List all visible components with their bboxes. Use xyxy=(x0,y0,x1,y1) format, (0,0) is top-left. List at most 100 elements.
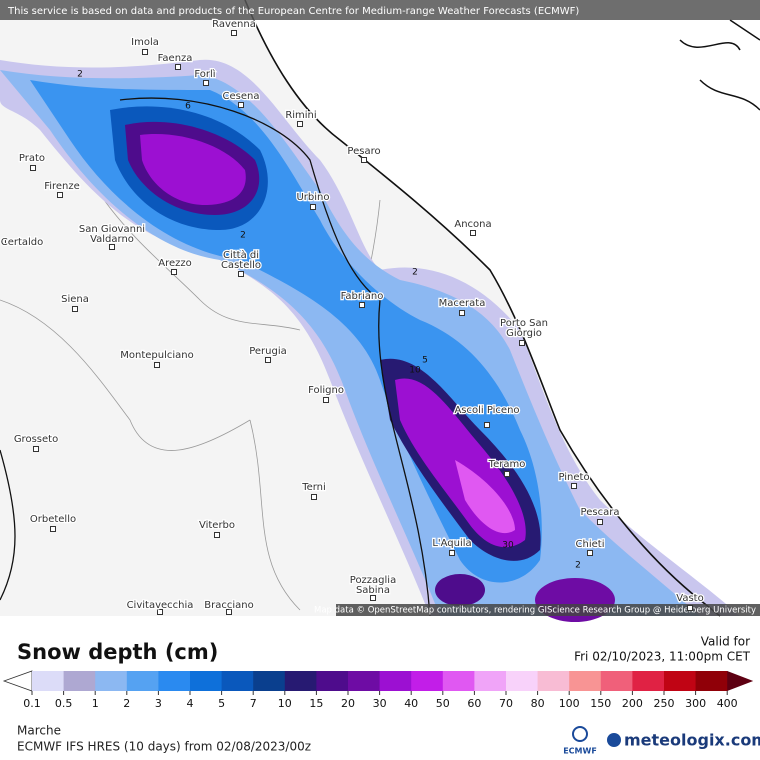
legend-swatch xyxy=(474,671,507,691)
contour-label: 30 xyxy=(502,541,514,551)
city-label: Pineto xyxy=(558,472,589,483)
city-label: Viterbo xyxy=(199,520,235,531)
legend-swatch xyxy=(221,671,254,691)
city-dot xyxy=(142,49,148,55)
legend-swatch xyxy=(190,671,223,691)
legend-swatch xyxy=(600,671,633,691)
city-label: Porto San Giorgio xyxy=(500,318,548,339)
city-dot xyxy=(238,102,244,108)
notice-bar xyxy=(0,0,760,20)
legend-swatch xyxy=(442,671,475,691)
contour-label: 2 xyxy=(77,70,83,80)
city-dot xyxy=(72,306,78,312)
city-dot xyxy=(311,494,317,500)
legend-label: 2 xyxy=(123,697,130,710)
croatia-coast xyxy=(679,19,760,111)
ecmwf: ECMWF xyxy=(563,747,597,756)
contour-label: 2 xyxy=(240,231,246,241)
city-dot xyxy=(370,595,376,601)
city-label: Terni xyxy=(301,482,326,493)
city-dot xyxy=(297,121,303,127)
attribution: Map data © OpenStreetMap contributors, r… xyxy=(314,606,756,616)
city-label: Foligno xyxy=(308,385,344,396)
city-dot xyxy=(687,605,693,611)
ecmwf-logo xyxy=(572,726,588,742)
legend-label: 10 xyxy=(278,697,292,710)
city-dot xyxy=(519,340,525,346)
contour-label: 6 xyxy=(185,102,191,112)
legend-label: 4 xyxy=(187,697,194,710)
city-dot xyxy=(50,526,56,532)
city-label: Vasto xyxy=(676,593,703,604)
city-label: Pesaro xyxy=(347,146,380,157)
legend-swatch xyxy=(253,671,286,691)
city-dot xyxy=(214,532,220,538)
snow xyxy=(0,59,740,622)
city-dot xyxy=(310,204,316,210)
city-label: Teramo xyxy=(488,459,526,470)
city-label: Faenza xyxy=(158,53,193,64)
city-label: Chieti xyxy=(576,539,605,550)
legend-label: 3 xyxy=(155,697,162,710)
city-label: San Giovanni Valdarno xyxy=(79,224,145,245)
city-dot xyxy=(459,310,465,316)
city-dot xyxy=(30,165,36,171)
map: This service is based on data and produc… xyxy=(0,0,760,622)
legend-swatch xyxy=(411,671,444,691)
city-label: Ascoli Piceno xyxy=(454,405,519,416)
brand-logo xyxy=(607,733,621,747)
city-dot xyxy=(504,471,510,477)
city-label: L'Aquila xyxy=(432,538,471,549)
legend-swatch xyxy=(379,671,412,691)
city-label: Orbetello xyxy=(30,514,76,525)
city-label: Prato xyxy=(19,153,45,164)
legend-label: 100 xyxy=(559,697,580,710)
city-label: Pozzaglia Sabina xyxy=(350,575,396,596)
region: Marche xyxy=(17,724,61,738)
city-label: Imola xyxy=(131,37,159,48)
city-dot xyxy=(571,483,577,489)
city-dot xyxy=(484,422,490,428)
legend-label: 300 xyxy=(685,697,706,710)
legend-label: 50 xyxy=(436,697,450,710)
legend-label: 15 xyxy=(309,697,323,710)
attribution-bar xyxy=(336,604,760,616)
city-dot xyxy=(470,230,476,236)
contour-label: 10 xyxy=(409,366,421,376)
legend-label: 7 xyxy=(250,697,257,710)
city-label: Pescara xyxy=(581,507,620,518)
city-dot xyxy=(109,244,115,250)
legend-label: 20 xyxy=(341,697,355,710)
legend-over-arrow xyxy=(727,671,754,691)
city-label: Urbino xyxy=(296,192,329,203)
legend-swatch xyxy=(632,671,665,691)
legend-swatch xyxy=(158,671,191,691)
city-dot xyxy=(449,550,455,556)
city-dot xyxy=(5,239,11,245)
city-dot xyxy=(597,519,603,525)
city-label: Forlì xyxy=(194,68,215,80)
legend-swatch xyxy=(506,671,539,691)
city-dot xyxy=(175,64,181,70)
legend-title: Snow depth (cm) xyxy=(17,640,218,664)
city-dot xyxy=(361,157,367,163)
legend-swatch xyxy=(537,671,570,691)
contour-label: 2 xyxy=(412,268,418,278)
legend-swatch xyxy=(63,671,96,691)
brand: meteologix.com xyxy=(624,731,760,750)
legend-swatch xyxy=(348,671,381,691)
legend-label: 40 xyxy=(404,697,418,710)
legend-swatch xyxy=(316,671,349,691)
legend-swatch xyxy=(284,671,317,691)
city-dot xyxy=(231,30,237,36)
notice: This service is based on data and produc… xyxy=(7,6,579,17)
city-dot xyxy=(587,550,593,556)
city-dot xyxy=(238,271,244,277)
city-label: Siena xyxy=(61,294,89,305)
contour-label: 5 xyxy=(422,356,428,366)
city-label: Arezzo xyxy=(158,258,192,269)
legend-label: 150 xyxy=(590,697,611,710)
legend-label: 80 xyxy=(531,697,545,710)
city-label: Macerata xyxy=(439,298,486,309)
